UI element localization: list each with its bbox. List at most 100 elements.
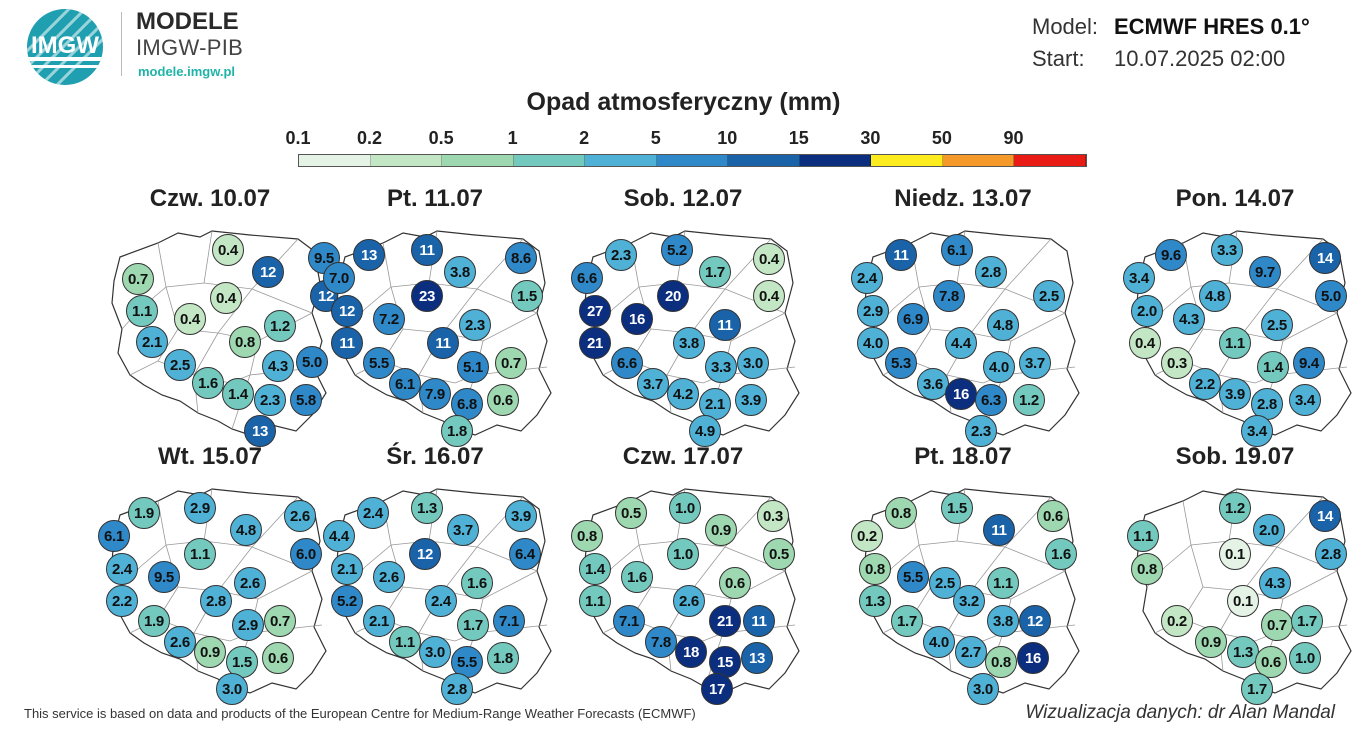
forecast-panel: Czw. 10.07 0.4 12 9.5 0.7 12 1.1 0.4 0.4 2.1 0.8 1.…: [80, 185, 342, 447]
precipitation-value-marker: 8.6: [505, 242, 537, 274]
precipitation-value-marker: 6.0: [290, 538, 322, 570]
precipitation-legend: 0.1 0.2 0.5 1 2 5 10 15 30 50 90: [285, 126, 1087, 172]
model-label: Model:: [1032, 14, 1099, 39]
precipitation-value-marker: 3.3: [1211, 234, 1243, 266]
precipitation-value-marker: 2.1: [363, 605, 395, 637]
brand-title: MODELE: [136, 8, 239, 35]
precipitation-value-marker: 2.4: [357, 497, 389, 529]
panel-date: Sob. 12.07: [623, 185, 743, 212]
precipitation-value-marker: 2.8: [975, 256, 1007, 288]
precipitation-value-marker: 2.9: [232, 609, 264, 641]
precipitation-value-marker: 1.1: [126, 295, 158, 327]
brand-subtitle: IMGW-PIB: [136, 35, 244, 60]
precipitation-value-marker: 4.8: [1199, 280, 1231, 312]
forecast-panel: Sob. 19.07 1.2 14 1.1 2.0 0.1 2.8 0.8 4.3 0.1 0.2 0…: [1105, 443, 1365, 705]
precipitation-value-marker: 0.3: [1161, 347, 1193, 379]
precipitation-value-marker: 21: [709, 605, 741, 637]
precipitation-value-marker: 2.6: [234, 567, 266, 599]
precipitation-value-marker: 2.7: [955, 636, 987, 668]
precipitation-value-marker: 2.9: [184, 492, 216, 524]
precipitation-value-marker: 0.8: [859, 553, 891, 585]
legend-swatch: [728, 155, 800, 166]
precipitation-value-marker: 16: [1017, 642, 1049, 674]
brand-url-link[interactable]: modele.imgw.pl: [138, 64, 236, 79]
precipitation-value-marker: 2.3: [254, 384, 286, 416]
logo-lettering: IMGW: [31, 32, 99, 59]
precipitation-value-marker: 2.8: [200, 585, 232, 617]
precipitation-value-marker: 1.1: [987, 567, 1019, 599]
forecast-panel: Wt. 15.07 1.9 2.9 2.6 6.1 4.8 1.1 6.0 2.4 9.5 2.6 2…: [80, 443, 340, 705]
precipitation-value-marker: 16: [945, 378, 977, 410]
precipitation-value-marker: 0.7: [1261, 609, 1293, 641]
precipitation-value-marker: 5.5: [451, 646, 483, 678]
precipitation-value-marker: 9.7: [1249, 256, 1281, 288]
precipitation-value-marker: 16: [621, 303, 653, 335]
precipitation-value-marker: 6.6: [571, 262, 603, 294]
precipitation-value-marker: 6.6: [611, 347, 643, 379]
precipitation-value-marker: 2.3: [965, 415, 997, 447]
precipitation-value-marker: 0.1: [1227, 585, 1259, 617]
precipitation-value-marker: 3.8: [673, 327, 705, 359]
imgw-logo-icon: IMGW: [27, 9, 103, 85]
precipitation-value-marker: 5.0: [1315, 280, 1347, 312]
precipitation-value-marker: 4.3: [262, 350, 294, 382]
precipitation-value-marker: 1.0: [669, 492, 701, 524]
forecast-panel: Sob. 12.07 2.3 5.2 6.6 1.7 0.4 20 0.4 27 16 11 21 3.…: [553, 185, 813, 447]
precipitation-value-marker: 3.0: [967, 673, 999, 705]
precipitation-value-marker: 20: [657, 280, 689, 312]
precipitation-value-marker: 4.4: [945, 327, 977, 359]
precipitation-value-marker: 3.0: [419, 636, 451, 668]
precipitation-value-marker: 2.5: [1033, 280, 1065, 312]
precipitation-value-marker: 1.6: [1045, 538, 1077, 570]
precipitation-value-marker: 1.8: [441, 415, 473, 447]
forecast-panel: Pt. 11.07 13 11 7.0 3.8 8.6 23 1.5 12 7.2 2.3 11 11 5…: [305, 185, 565, 447]
precipitation-value-marker: 1.9: [138, 605, 170, 637]
precipitation-value-marker: 3.8: [987, 605, 1019, 637]
precipitation-value-marker: 14: [1309, 242, 1341, 274]
legend-swatch: [442, 155, 514, 166]
precipitation-value-marker: 0.8: [885, 497, 917, 529]
forecast-panel: Śr. 16.07 2.4 1.3 3.9 4.4 3.7 12 6.4 2.1 2.6 1.6 5.…: [305, 443, 565, 705]
precipitation-value-marker: 5.2: [331, 585, 363, 617]
precipitation-value-marker: 1.6: [192, 367, 224, 399]
precipitation-value-marker: 3.7: [447, 514, 479, 546]
legend-swatch: [513, 155, 586, 166]
legend-tick-label: 0.1: [285, 128, 311, 148]
legend-tick-label: 30: [860, 128, 881, 148]
precipitation-value-marker: 0.6: [487, 384, 519, 416]
precipitation-value-marker: 1.5: [511, 280, 543, 312]
precipitation-value-marker: 5.1: [457, 351, 489, 383]
forecast-panel: Pt. 18.07 0.8 1.5 0.6 0.2 11 1.6 0.8 5.5 2.5 1.1 1.…: [833, 443, 1093, 705]
start-info: Start: 10.07.2025 02:00: [1032, 46, 1285, 72]
precipitation-value-marker: 18: [675, 636, 707, 668]
page-title: Opad atmosferyczny (mm): [526, 88, 841, 116]
precipitation-value-marker: 11: [885, 239, 917, 271]
precipitation-value-marker: 3.0: [216, 673, 248, 705]
precipitation-value-marker: 2.1: [699, 388, 731, 420]
precipitation-value-marker: 3.9: [735, 384, 767, 416]
precipitation-value-marker: 0.4: [212, 234, 244, 266]
legend-swatch: [585, 155, 657, 166]
legend-swatch: [1014, 155, 1086, 166]
legend-swatch: [799, 155, 872, 166]
legend-swatch: [370, 155, 443, 166]
legend-tick-label: 2: [579, 128, 590, 148]
precipitation-value-marker: 3.7: [637, 368, 669, 400]
precipitation-value-marker: 12: [409, 538, 441, 570]
precipitation-value-marker: 0.7: [264, 605, 296, 637]
legend-tick-label: 50: [931, 128, 952, 148]
ecmwf-credit: This service is based on data and produc…: [24, 706, 696, 721]
precipitation-value-marker: 3.2: [953, 585, 985, 617]
precipitation-value-marker: 1.3: [1227, 636, 1259, 668]
legend-color-bar: [298, 154, 1087, 167]
precipitation-value-marker: 6.1: [389, 368, 421, 400]
precipitation-value-marker: 1.1: [389, 626, 421, 658]
precipitation-value-marker: 2.0: [1253, 514, 1285, 546]
precipitation-value-marker: 1.2: [1219, 492, 1251, 524]
logo-separator: [121, 12, 122, 76]
precipitation-value-marker: 3.8: [444, 256, 476, 288]
precipitation-value-marker: 0.6: [1255, 646, 1287, 678]
precipitation-value-marker: 0.4: [1129, 327, 1161, 359]
precipitation-value-marker: 1.2: [1013, 384, 1045, 416]
precipitation-value-marker: 3.4: [1289, 384, 1321, 416]
